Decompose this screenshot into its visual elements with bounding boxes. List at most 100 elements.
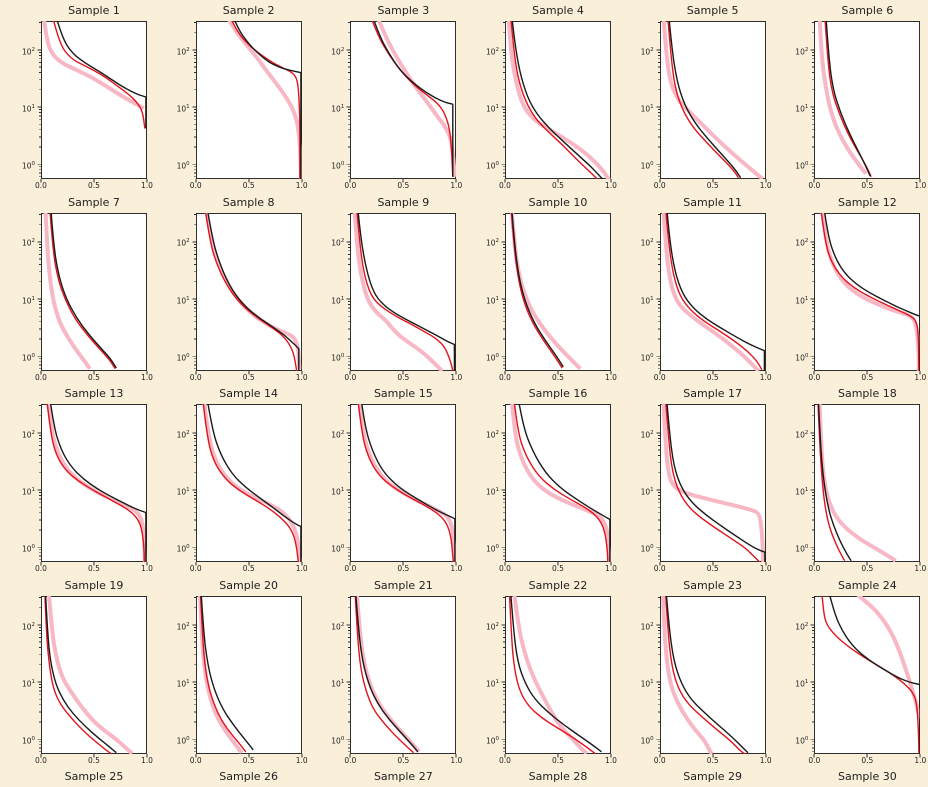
x-tick-label: 0.5 — [706, 564, 719, 574]
y-tick-base: 10 — [485, 487, 496, 497]
y-tick-label: 101 — [0, 677, 35, 690]
y-tick-base: 10 — [795, 544, 805, 554]
y-tick-exp: 2 — [495, 621, 500, 628]
subplot-canvas — [810, 595, 921, 758]
y-tick-base: 10 — [21, 296, 32, 306]
y-tick-label: 100 — [619, 159, 654, 172]
x-tick-label: 1.0 — [759, 755, 772, 765]
x-tick-label: 0.5 — [397, 181, 410, 190]
y-tick-label: 101 — [0, 294, 35, 307]
red-curve — [664, 212, 763, 370]
x-tick-label: 0.5 — [397, 755, 410, 765]
x-tick-label: 1.0 — [605, 564, 617, 574]
y-tick-base: 10 — [21, 353, 32, 363]
x-tick-label: 1.0 — [605, 372, 617, 382]
y-tick-base: 10 — [795, 161, 805, 171]
x-tick-label: 0.0 — [35, 181, 47, 190]
axes-box — [659, 404, 766, 563]
x-tick-label: 0.0 — [35, 755, 47, 765]
y-tick-base: 10 — [795, 487, 805, 497]
y-tick-base: 10 — [795, 296, 805, 306]
x-tick-label: 1.0 — [914, 755, 927, 765]
y-tick-exp: 2 — [650, 621, 654, 628]
x-tick-label: 0.0 — [499, 181, 511, 190]
y-tick-exp: 1 — [495, 678, 500, 685]
y-tick-exp: 1 — [804, 678, 809, 685]
y-tick-base: 10 — [485, 104, 496, 114]
black-curve — [510, 595, 602, 753]
y-tick-exp: 1 — [804, 487, 809, 494]
y-tick-label: 100 — [773, 351, 808, 364]
y-tick-exp: 2 — [804, 46, 809, 53]
subplot-title: Sample 5 — [686, 4, 739, 17]
y-tick-label: 100 — [773, 542, 808, 555]
axis-ticks — [656, 405, 767, 566]
y-tick-base: 10 — [795, 238, 805, 248]
y-tick-label: 100 — [464, 351, 499, 364]
y-tick-exp: 0 — [31, 735, 36, 742]
y-tick-base: 10 — [176, 736, 187, 746]
y-tick-label: 100 — [0, 542, 35, 555]
axis-ticks — [656, 22, 767, 183]
y-tick-base: 10 — [331, 487, 341, 497]
x-tick-label: 1.0 — [759, 564, 772, 574]
pink-curve — [510, 404, 611, 563]
y-tick-label: 101 — [464, 294, 499, 307]
axes-box — [195, 595, 302, 754]
axes-box — [350, 21, 457, 179]
x-tick-label: 1.0 — [295, 564, 308, 574]
y-tick-exp: 1 — [650, 678, 654, 685]
y-tick-base: 10 — [795, 353, 805, 363]
x-tick-label: 0.5 — [861, 181, 874, 190]
y-tick-base: 10 — [795, 622, 805, 632]
curves — [508, 595, 602, 754]
subplot-title: Sample 28 — [528, 770, 588, 784]
x-tick-label: 1.0 — [141, 755, 153, 765]
y-tick-base: 10 — [331, 161, 341, 171]
axis-ticks — [37, 213, 148, 375]
x-tick-label: 1.0 — [295, 181, 308, 190]
subplot-title: Sample 24 — [837, 578, 897, 592]
y-tick-label: 102 — [309, 236, 344, 249]
subplot-canvas — [656, 404, 767, 566]
y-tick-base: 10 — [485, 736, 496, 746]
subplot-title: Sample 20 — [219, 578, 279, 592]
x-tick-label: 0.0 — [808, 181, 821, 190]
y-tick-exp: 1 — [186, 104, 190, 110]
y-tick-exp: 1 — [495, 104, 500, 110]
y-tick-label: 101 — [464, 677, 499, 690]
axis-ticks — [501, 596, 612, 758]
red-curve — [821, 212, 920, 371]
axis-ticks — [810, 213, 921, 375]
y-tick-base: 10 — [176, 296, 187, 306]
subplot-canvas — [37, 595, 148, 758]
y-tick-base: 10 — [21, 238, 32, 248]
y-tick-label: 102 — [309, 620, 344, 633]
subplot-title: Sample 22 — [528, 578, 588, 592]
y-tick-base: 10 — [176, 679, 187, 689]
y-tick-base: 10 — [640, 487, 651, 497]
x-tick-label: 1.0 — [759, 181, 772, 190]
axis-ticks — [37, 596, 148, 758]
pink-curve — [512, 595, 588, 754]
x-tick-label: 0.0 — [189, 755, 202, 765]
pink-curve — [661, 404, 765, 563]
y-tick-label: 102 — [309, 45, 344, 58]
black-curve — [206, 404, 302, 563]
y-tick-exp: 0 — [186, 735, 190, 742]
x-tick-label: 0.0 — [808, 755, 821, 765]
curves — [42, 21, 147, 129]
y-tick-label: 100 — [155, 542, 190, 555]
pink-curve — [226, 21, 302, 179]
y-tick-base: 10 — [21, 736, 32, 746]
subplot-title: Sample 1 — [68, 4, 120, 17]
y-tick-base: 10 — [795, 430, 805, 440]
subplot-canvas — [501, 595, 612, 758]
subplot-canvas — [656, 595, 767, 758]
x-tick-label: 1.0 — [759, 372, 772, 382]
x-tick-label: 0.5 — [397, 564, 410, 574]
y-tick-exp: 1 — [186, 487, 190, 494]
y-tick-exp: 0 — [340, 735, 345, 742]
y-tick-base: 10 — [640, 353, 651, 363]
x-tick-label: 1.0 — [605, 181, 617, 190]
